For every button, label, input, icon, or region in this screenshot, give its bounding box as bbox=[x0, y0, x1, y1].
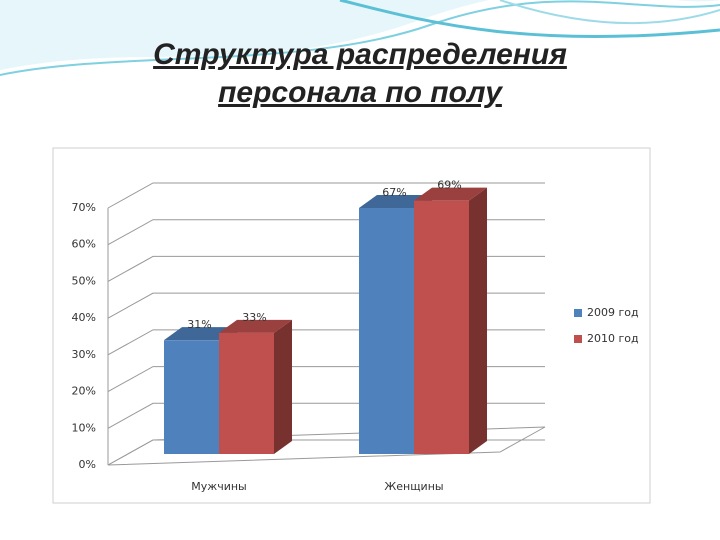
y-tick-label: 10% bbox=[72, 421, 96, 434]
slide-title: Структура распределения персонала по пол… bbox=[153, 38, 567, 109]
data-label: 31% bbox=[187, 318, 211, 331]
data-label: 67% bbox=[382, 186, 406, 199]
legend-label: 2010 год bbox=[587, 332, 639, 345]
legend-swatch bbox=[574, 309, 582, 317]
y-tick-label: 50% bbox=[72, 274, 96, 287]
y-tick-label: 30% bbox=[72, 348, 96, 361]
legend-swatch bbox=[574, 335, 582, 343]
bar-top bbox=[219, 319, 292, 333]
y-tick-label: 40% bbox=[72, 311, 96, 324]
bar bbox=[164, 340, 219, 454]
grid-line bbox=[107, 182, 545, 209]
bar-side bbox=[274, 319, 292, 454]
bar bbox=[414, 200, 469, 454]
x-tick-label: Мужчины bbox=[191, 480, 246, 493]
data-label: 69% bbox=[437, 179, 461, 192]
decor-wave bbox=[0, 0, 720, 70]
chart-frame bbox=[52, 147, 651, 504]
decor-wave bbox=[339, 0, 720, 39]
decor-wave bbox=[499, 0, 720, 25]
bar-top bbox=[359, 195, 432, 209]
bar-top bbox=[414, 187, 487, 201]
x-tick-label: Женщины bbox=[384, 480, 443, 493]
y-tick-label: 20% bbox=[72, 385, 96, 398]
y-tick-label: 0% bbox=[79, 458, 96, 471]
y-tick-label: 60% bbox=[72, 238, 96, 251]
bar bbox=[219, 332, 274, 454]
y-tick-label: 70% bbox=[72, 201, 96, 214]
data-label: 33% bbox=[242, 311, 266, 324]
bar bbox=[359, 208, 414, 454]
legend-label: 2009 год bbox=[587, 306, 639, 319]
bar-side bbox=[469, 187, 487, 454]
decor-wave bbox=[0, 0, 720, 76]
bar-top bbox=[164, 327, 237, 341]
